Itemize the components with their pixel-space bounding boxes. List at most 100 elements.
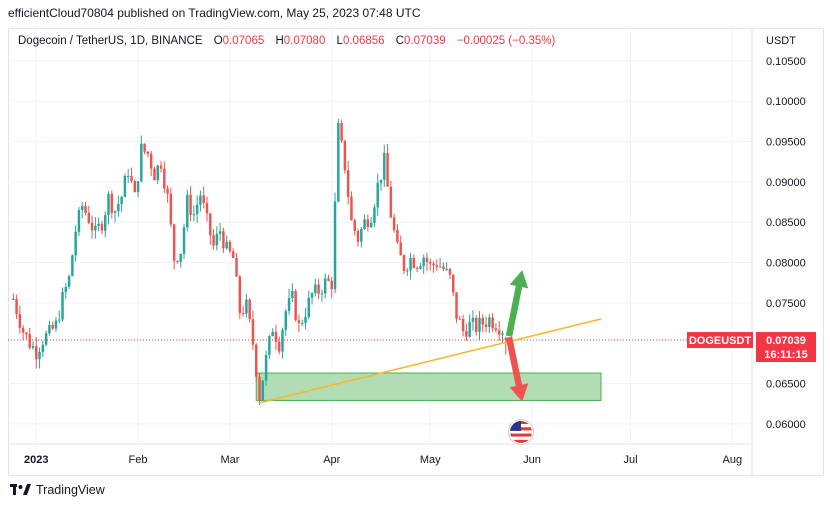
candle: [451, 273, 455, 297]
us-flag-icon[interactable]: [508, 419, 534, 445]
candle: [100, 220, 104, 235]
candle-body: [448, 268, 452, 275]
candle-body: [222, 231, 225, 249]
candle: [474, 315, 478, 336]
footer[interactable]: TradingView: [10, 483, 105, 497]
candle: [419, 262, 422, 270]
candle: [153, 166, 156, 181]
candle: [465, 323, 468, 341]
candle: [21, 325, 25, 341]
candle: [80, 201, 84, 219]
symbol-badge: DOGEUSDT: [687, 332, 753, 349]
candle-body: [294, 290, 297, 321]
candle: [284, 308, 288, 336]
candle-body: [310, 293, 314, 298]
candle-body: [471, 317, 475, 322]
candle-body: [497, 330, 501, 335]
legend-high-label: H: [275, 35, 284, 47]
candle: [392, 213, 396, 233]
candle-body: [58, 319, 61, 321]
time-axis: 2023 Feb Mar Apr May Jun Jul Aug: [24, 454, 742, 466]
candle: [353, 218, 356, 236]
candle-body: [202, 195, 205, 203]
y-tick-label: 0.10000: [766, 96, 806, 108]
candle: [317, 279, 320, 300]
candle: [189, 186, 192, 222]
candle: [28, 327, 31, 350]
arrow-down: [505, 336, 529, 402]
candle-body: [268, 336, 271, 356]
candle-body: [363, 219, 366, 230]
candle: [481, 314, 485, 333]
candle: [67, 274, 71, 290]
legend-high: 0.07080: [283, 35, 326, 47]
candle-body: [478, 317, 481, 332]
candle-body: [189, 194, 192, 215]
candle: [31, 341, 35, 350]
candle-body: [251, 319, 255, 345]
candle: [383, 144, 386, 187]
arrow-up-shape: [505, 270, 529, 337]
candle-body: [149, 153, 153, 169]
candle: [123, 173, 127, 198]
candle-body: [199, 195, 202, 205]
candle-body: [12, 298, 15, 300]
candle-body: [25, 332, 28, 335]
candle-body: [31, 346, 35, 348]
candle-body: [245, 299, 248, 314]
candle-body: [120, 196, 123, 205]
candle: [205, 196, 209, 222]
candle: [35, 337, 38, 369]
symbol-badge-text: DOGEUSDT: [689, 335, 752, 347]
candle-body: [51, 324, 54, 329]
candle: [356, 228, 360, 247]
candle: [94, 217, 97, 239]
candle-body: [451, 274, 455, 293]
candle: [172, 223, 176, 270]
candle-body: [323, 278, 327, 294]
candlestick-chart[interactable]: USDT 0.10500 0.10000 0.09500 0.09000 0.08500…: [0, 0, 830, 480]
candle: [471, 310, 475, 331]
candle-body: [402, 255, 406, 272]
candle-body: [264, 355, 268, 381]
candle-body: [369, 222, 373, 228]
candle-body: [346, 170, 350, 197]
candle-body: [238, 276, 242, 313]
candle: [87, 205, 91, 225]
candle: [130, 167, 133, 184]
candle: [294, 288, 297, 322]
candle-body: [491, 317, 494, 329]
candle: [18, 305, 22, 334]
candle: [438, 258, 442, 268]
candle: [251, 310, 255, 351]
candle-body: [107, 193, 110, 216]
candle-body: [100, 223, 104, 231]
candle-body: [130, 175, 133, 182]
candle-body: [205, 202, 209, 214]
candle: [287, 288, 291, 315]
candle-body: [156, 165, 159, 181]
support-zone: [255, 372, 602, 401]
candle: [156, 164, 159, 185]
candle: [281, 327, 284, 359]
candle: [140, 135, 143, 183]
candle: [71, 254, 74, 277]
candle: [291, 283, 294, 302]
candle: [245, 293, 248, 318]
candle: [54, 317, 58, 333]
candle-body: [350, 196, 353, 221]
candle-body: [281, 329, 284, 352]
y-tick-label: 0.09000: [766, 177, 806, 189]
candle-body: [494, 328, 498, 331]
candle: [455, 292, 458, 324]
candle: [271, 328, 274, 337]
candle: [458, 315, 462, 320]
legend-close-label: C: [395, 35, 405, 47]
candle-body: [74, 231, 77, 256]
candle: [159, 160, 163, 173]
candle: [258, 372, 261, 405]
price-badge: 0.07039 16:11:15: [756, 332, 816, 363]
candle: [120, 195, 123, 212]
candle: [389, 180, 393, 219]
candle-body: [468, 321, 471, 337]
